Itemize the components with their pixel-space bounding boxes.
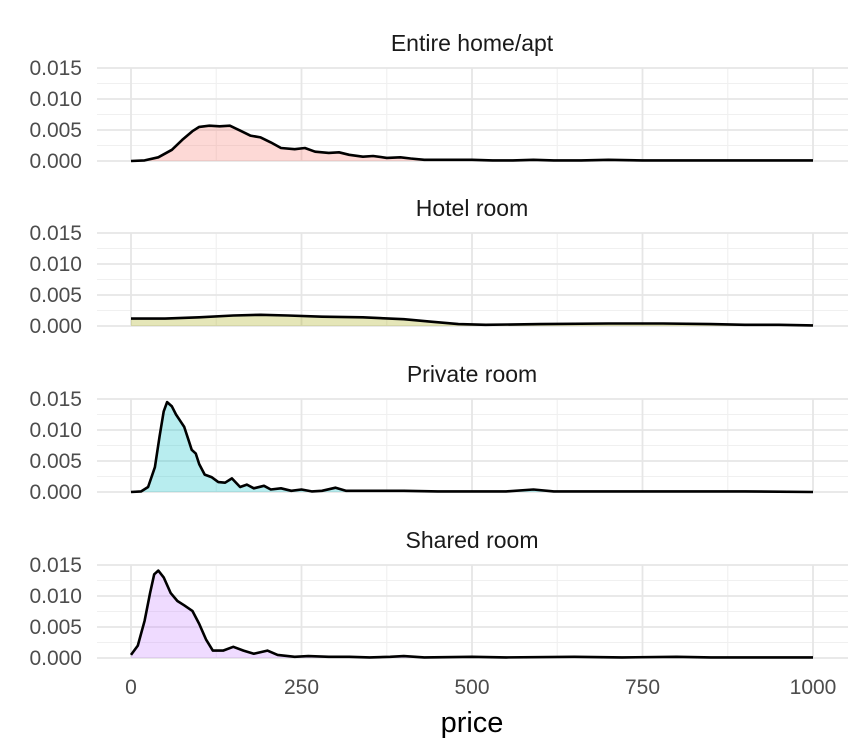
y-tick-label: 0.005	[29, 450, 82, 473]
density-line	[131, 313, 814, 327]
y-tick-label: 0.000	[29, 647, 82, 670]
y-tick-label: 0.005	[29, 284, 82, 307]
y-tick-label: 0.005	[29, 119, 82, 142]
panel-title: Private room	[407, 361, 537, 387]
x-tick-label: 250	[284, 676, 319, 699]
density-area	[131, 314, 813, 326]
panel-title: Hotel room	[416, 195, 528, 221]
density-area	[131, 125, 813, 161]
panel-title: Shared room	[406, 527, 539, 553]
y-tick-label: 0.010	[29, 419, 82, 442]
y-tick-label: 0.000	[29, 481, 82, 504]
x-tick-label: 750	[625, 676, 660, 699]
y-tick-label: 0.010	[29, 253, 82, 276]
x-axis-title: price	[441, 707, 504, 739]
x-tick-label: 500	[454, 676, 489, 699]
y-tick-label: 0.000	[29, 315, 82, 338]
density-area	[131, 402, 813, 492]
y-tick-label: 0.015	[29, 222, 82, 245]
density-line	[129, 569, 813, 659]
x-tick-label: 1000	[790, 676, 837, 699]
y-tick-label: 0.005	[29, 616, 82, 639]
panel-title: Entire home/apt	[391, 30, 554, 56]
y-tick-label: 0.010	[29, 88, 82, 111]
y-tick-label: 0.015	[29, 554, 82, 577]
density-line	[130, 124, 813, 163]
y-tick-label: 0.015	[29, 57, 82, 80]
y-tick-label: 0.015	[29, 388, 82, 411]
x-tick-label: 0	[125, 676, 137, 699]
y-tick-label: 0.000	[29, 150, 82, 173]
density-area	[131, 570, 813, 658]
y-tick-label: 0.010	[29, 585, 82, 608]
density-line	[130, 400, 814, 494]
